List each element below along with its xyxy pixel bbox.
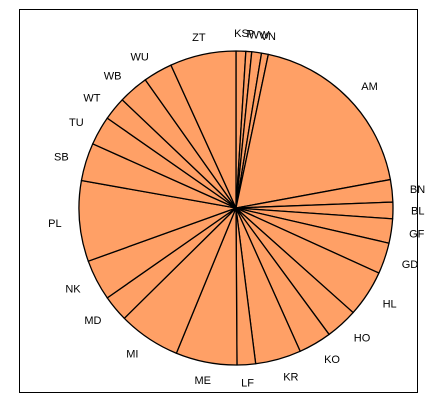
slice-label-me: ME (194, 375, 211, 387)
slice-label-am: AM (361, 81, 378, 93)
slice-label-ho: HO (354, 332, 371, 344)
slice-label-wt: WT (83, 92, 100, 104)
pie-slice-am (235, 53, 392, 209)
slice-label-p: P (247, 29, 254, 41)
slice-label-zt: ZT (192, 32, 206, 44)
slice-label-sb: SB (54, 152, 69, 164)
slice-label-gd: GD (402, 259, 419, 271)
slice-label-lf: LF (241, 378, 254, 390)
slice-label-wu: WU (130, 51, 148, 63)
slice-label-nk: NK (65, 283, 81, 295)
slice-label-ww: WW (249, 30, 270, 42)
slice-label-ks: KS (234, 28, 249, 40)
slice-label-pl: PL (48, 218, 61, 230)
slice-label-wb: WB (104, 71, 122, 83)
slice-label-kr: KR (283, 372, 298, 384)
slice-label-gf: GF (409, 229, 425, 241)
slice-label-ko: KO (324, 354, 340, 366)
slice-label-bl: BL (411, 206, 424, 218)
pie-slices (78, 50, 394, 366)
slice-label-md: MD (84, 315, 101, 327)
slice-label-tu: TU (69, 117, 84, 129)
slice-label-hl: HL (383, 299, 397, 311)
slice-label-vn: VN (261, 31, 276, 43)
pie-slice-zt (170, 50, 237, 209)
slice-label-mi: MI (126, 348, 138, 360)
slice-label-bn: BN (410, 184, 425, 196)
